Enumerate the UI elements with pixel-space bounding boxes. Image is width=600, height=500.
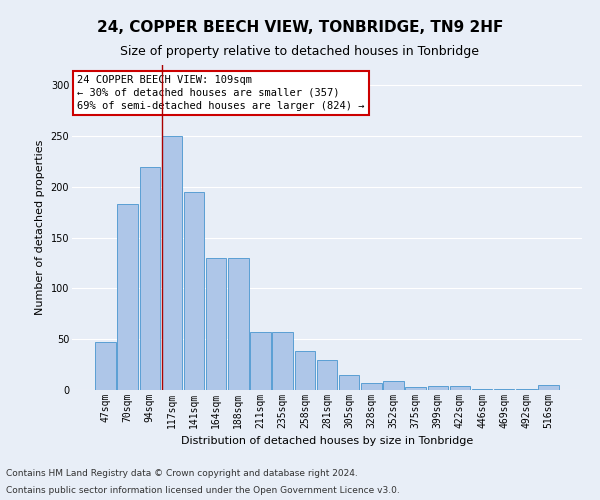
Bar	[339, 375, 359, 390]
Bar	[450, 386, 470, 390]
Text: Size of property relative to detached houses in Tonbridge: Size of property relative to detached ho…	[121, 45, 479, 58]
Bar	[361, 383, 382, 390]
Bar	[272, 332, 293, 390]
Bar	[206, 258, 226, 390]
Text: Contains public sector information licensed under the Open Government Licence v3: Contains public sector information licen…	[6, 486, 400, 495]
Bar	[317, 360, 337, 390]
Text: Contains HM Land Registry data © Crown copyright and database right 2024.: Contains HM Land Registry data © Crown c…	[6, 468, 358, 477]
Bar	[538, 385, 559, 390]
Bar	[250, 332, 271, 390]
Bar	[95, 342, 116, 390]
Bar	[228, 258, 248, 390]
X-axis label: Distribution of detached houses by size in Tonbridge: Distribution of detached houses by size …	[181, 436, 473, 446]
Bar	[295, 352, 315, 390]
Text: 24 COPPER BEECH VIEW: 109sqm
← 30% of detached houses are smaller (357)
69% of s: 24 COPPER BEECH VIEW: 109sqm ← 30% of de…	[77, 74, 365, 111]
Bar	[472, 389, 493, 390]
Bar	[383, 381, 404, 390]
Text: 24, COPPER BEECH VIEW, TONBRIDGE, TN9 2HF: 24, COPPER BEECH VIEW, TONBRIDGE, TN9 2H…	[97, 20, 503, 35]
Bar	[428, 386, 448, 390]
Bar	[161, 136, 182, 390]
Bar	[118, 204, 138, 390]
Bar	[494, 389, 514, 390]
Y-axis label: Number of detached properties: Number of detached properties	[35, 140, 45, 315]
Bar	[140, 166, 160, 390]
Bar	[516, 389, 536, 390]
Bar	[406, 387, 426, 390]
Bar	[184, 192, 204, 390]
